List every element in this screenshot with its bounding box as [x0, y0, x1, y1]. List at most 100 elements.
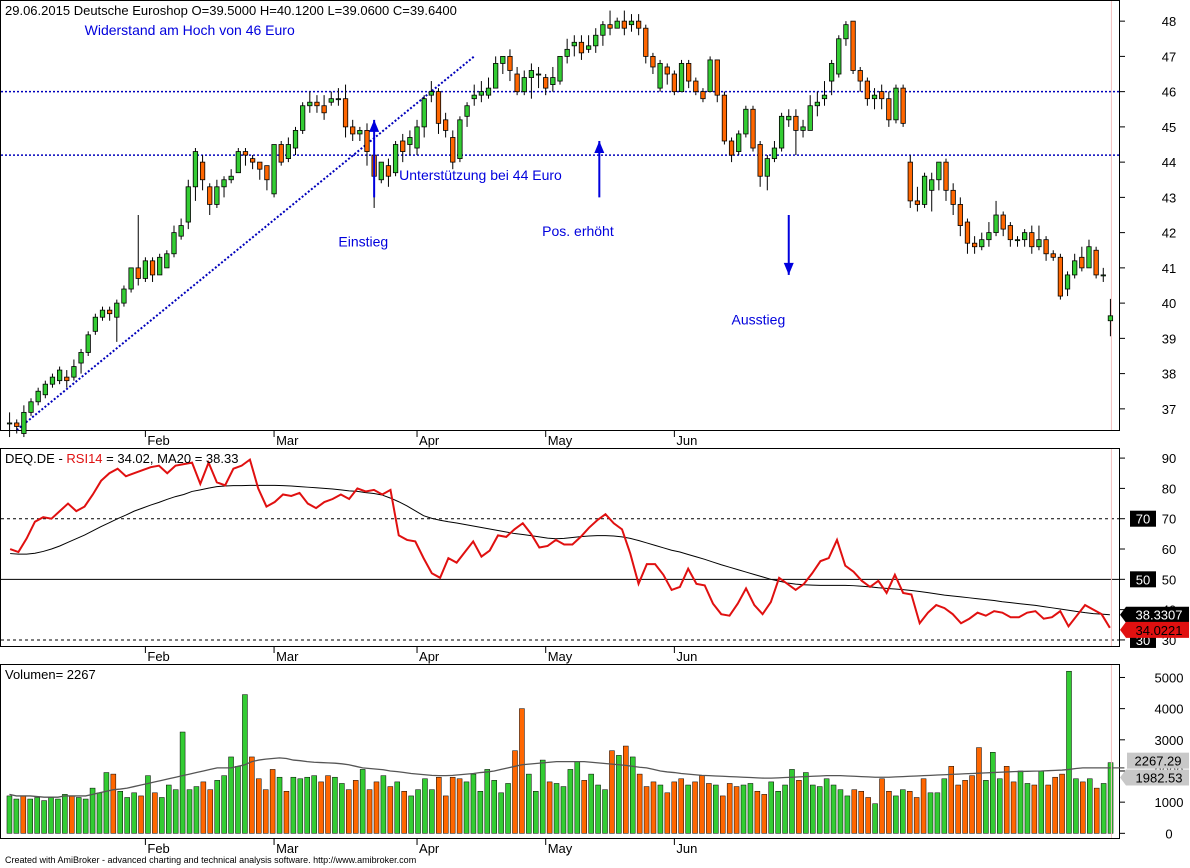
- candle-body: [900, 87, 906, 124]
- volume-bar: [380, 775, 387, 834]
- volume-average-tag: [1120, 769, 1189, 786]
- volume-bar: [352, 780, 359, 834]
- volume-bar: [48, 797, 54, 834]
- volume-bar: [297, 778, 304, 834]
- candle-body: [1036, 239, 1042, 248]
- volume-bar: [685, 784, 691, 834]
- volume-bar: [311, 775, 317, 834]
- candle-body: [936, 161, 942, 181]
- volume-bar: [629, 756, 636, 834]
- volume-bar: [560, 786, 567, 834]
- candle-body: [485, 87, 492, 96]
- candle-body: [164, 253, 170, 269]
- price-tick-label: 46: [1162, 85, 1176, 100]
- candle-body: [986, 232, 992, 241]
- volume-bar: [429, 789, 435, 834]
- month-label: May: [548, 649, 573, 664]
- candle-body: [814, 101, 820, 107]
- candle-body: [99, 309, 106, 318]
- volume-bar: [1045, 784, 1051, 834]
- arrow-head: [369, 119, 380, 132]
- arrow-head: [783, 262, 794, 275]
- candle-body: [392, 144, 399, 174]
- candle-body: [1000, 214, 1006, 230]
- volume-bar: [89, 787, 96, 834]
- volume-bar: [1093, 787, 1100, 834]
- price-tick-label: 37: [1162, 402, 1176, 417]
- volume-bar: [41, 800, 47, 834]
- volume-bar: [1031, 784, 1038, 834]
- price-tick-label: 48: [1162, 14, 1176, 29]
- candle-body: [585, 45, 592, 50]
- volume-bar: [803, 772, 809, 834]
- volume-bar: [713, 784, 719, 834]
- candle-body: [1050, 253, 1056, 258]
- volume-bar: [996, 778, 1003, 834]
- volume-bar: [692, 781, 698, 834]
- candle-body: [1057, 256, 1064, 297]
- volume-header: Volumen= 2267: [5, 667, 96, 682]
- candle-body: [886, 98, 892, 121]
- candle-body: [514, 73, 520, 93]
- volume-bar: [152, 792, 158, 834]
- volume-bar: [442, 795, 449, 834]
- volume-bar: [55, 798, 61, 834]
- volume-bar: [879, 778, 885, 834]
- volume-bar: [332, 776, 338, 834]
- volume-bar: [650, 781, 657, 834]
- candle-body: [49, 376, 56, 385]
- candle-body: [128, 267, 134, 290]
- volume-bar: [276, 776, 283, 834]
- price-tick-label: 41: [1162, 261, 1176, 276]
- volume-bar: [900, 789, 906, 834]
- candle-body: [1043, 239, 1049, 255]
- month-label: Feb: [147, 433, 169, 448]
- volume-bar: [422, 778, 428, 834]
- volume-bar: [747, 783, 754, 834]
- month-label: Feb: [147, 841, 169, 856]
- candle-body: [693, 80, 699, 93]
- volume-bar: [262, 789, 269, 834]
- month-label: Apr: [419, 649, 440, 664]
- candle-body: [650, 55, 656, 68]
- volume-bar: [893, 795, 899, 834]
- candle-body: [493, 63, 499, 89]
- volume-bars: [6, 665, 1125, 838]
- candle-body: [207, 186, 213, 205]
- candle-body: [56, 369, 63, 382]
- candle-body: [664, 66, 670, 75]
- volume-bar: [844, 795, 851, 834]
- volume-bar: [526, 773, 532, 834]
- volume-bar: [456, 778, 463, 834]
- volume-bar: [477, 790, 484, 834]
- candle-body: [686, 63, 692, 82]
- candle-body: [929, 179, 935, 191]
- candle-body: [171, 232, 177, 255]
- candle-body: [21, 411, 27, 434]
- candle-body: [800, 126, 806, 131]
- price-tick-label: 38: [1162, 367, 1176, 382]
- candle-body: [507, 55, 513, 71]
- candle-body: [278, 144, 284, 163]
- volume-bar: [865, 797, 871, 834]
- month-label: Mar: [276, 649, 299, 664]
- volume-bar: [574, 761, 581, 834]
- month-axis-rsi: Feb Mar Apr May Jun: [144, 646, 697, 664]
- volume-bar: [1066, 670, 1072, 834]
- candle-body: [714, 59, 720, 96]
- volume-bar: [927, 792, 934, 834]
- rsi-level-tag: [1130, 571, 1156, 588]
- volume-bar: [69, 795, 75, 834]
- volume-bar: [290, 776, 297, 834]
- candle-body: [350, 126, 356, 135]
- volume-bar: [539, 759, 546, 834]
- candle-body: [314, 101, 320, 107]
- volume-bar: [463, 781, 470, 834]
- candle-body: [671, 73, 677, 93]
- volume-bar: [436, 776, 442, 834]
- candle-body: [778, 115, 785, 149]
- candle-body: [400, 140, 406, 152]
- rsi-tick-label: 60: [1162, 542, 1176, 557]
